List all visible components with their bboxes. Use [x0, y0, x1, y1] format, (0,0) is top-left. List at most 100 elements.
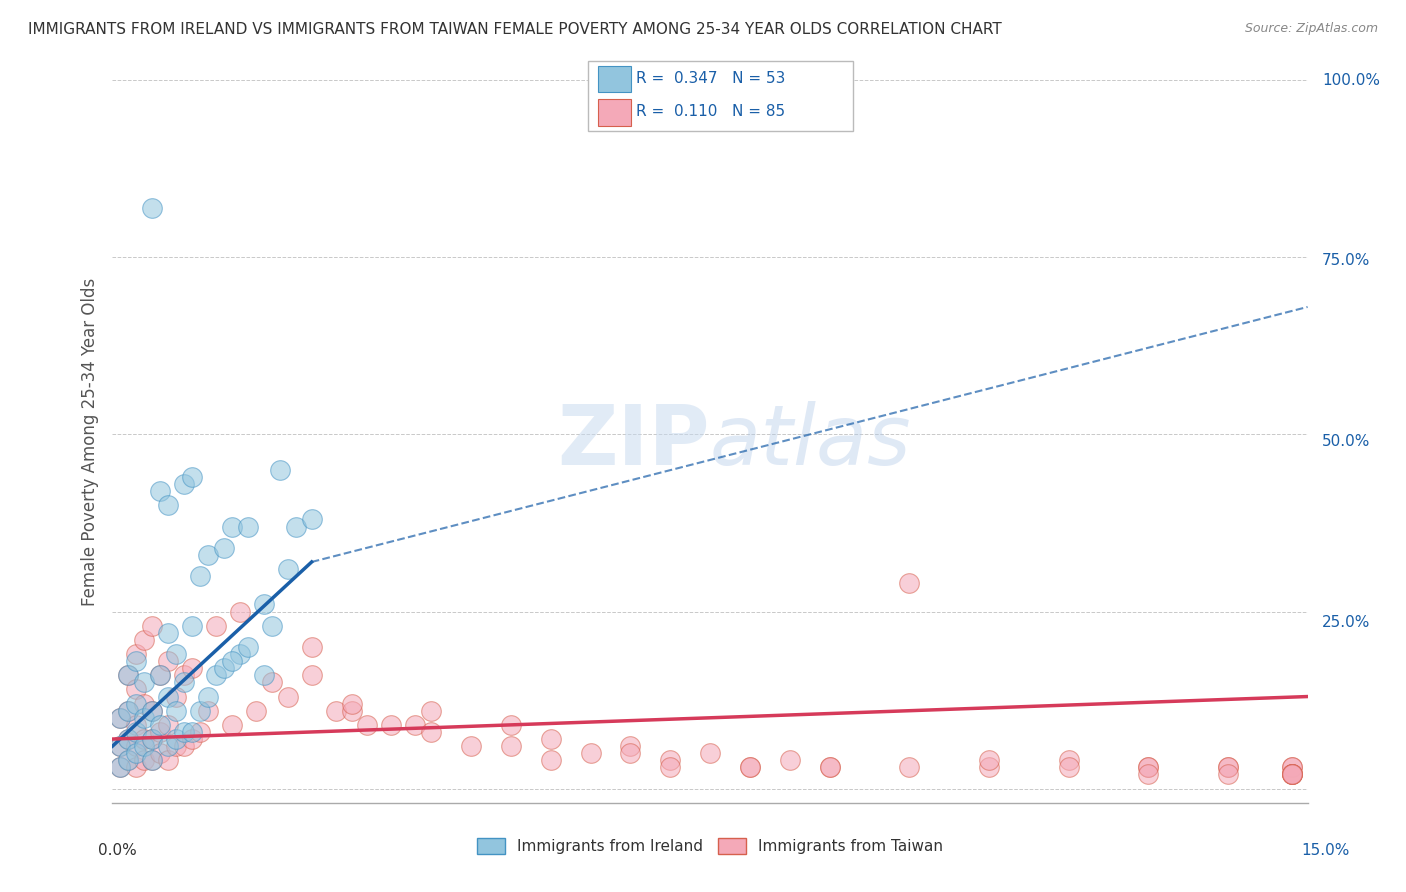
Point — [221, 654, 243, 668]
Point — [173, 675, 195, 690]
Point — [1216, 760, 1239, 774]
Text: R =  0.347   N = 53: R = 0.347 N = 53 — [636, 70, 785, 86]
Text: Source: ZipAtlas.com: Source: ZipAtlas.com — [1244, 22, 1378, 36]
Point — [157, 690, 180, 704]
Point — [1137, 760, 1160, 774]
Point — [181, 732, 204, 747]
Point — [110, 711, 132, 725]
Point — [125, 760, 148, 774]
Point — [1281, 767, 1303, 781]
Point — [977, 760, 1000, 774]
Point — [301, 668, 323, 682]
Point — [157, 498, 180, 512]
Point — [165, 732, 187, 747]
Point — [1216, 760, 1239, 774]
Point — [165, 690, 187, 704]
Point — [619, 739, 641, 753]
Point — [110, 760, 132, 774]
Point — [117, 732, 139, 747]
Point — [197, 548, 219, 562]
Point — [149, 725, 172, 739]
Point — [149, 668, 172, 682]
Point — [325, 704, 347, 718]
Point — [141, 732, 163, 747]
Point — [659, 760, 682, 774]
Point — [134, 632, 156, 647]
Point — [157, 739, 180, 753]
Point — [659, 753, 682, 767]
Text: atlas: atlas — [710, 401, 911, 482]
Point — [134, 732, 156, 747]
Text: 75.0%: 75.0% — [1322, 253, 1371, 268]
Point — [197, 704, 219, 718]
Point — [699, 746, 721, 760]
Point — [181, 661, 204, 675]
Point — [141, 732, 163, 747]
Text: IMMIGRANTS FROM IRELAND VS IMMIGRANTS FROM TAIWAN FEMALE POVERTY AMONG 25-34 YEA: IMMIGRANTS FROM IRELAND VS IMMIGRANTS FR… — [28, 22, 1002, 37]
Point — [205, 618, 228, 632]
Point — [125, 697, 148, 711]
Point — [110, 711, 132, 725]
Point — [141, 704, 163, 718]
Point — [301, 640, 323, 654]
Point — [117, 704, 139, 718]
Point — [125, 746, 148, 760]
Point — [149, 668, 172, 682]
Point — [125, 739, 148, 753]
Point — [340, 697, 363, 711]
Point — [157, 625, 180, 640]
Point — [619, 746, 641, 760]
Point — [818, 760, 841, 774]
Point — [1057, 760, 1080, 774]
Point — [540, 753, 562, 767]
Point — [141, 753, 163, 767]
Point — [117, 753, 139, 767]
Point — [173, 739, 195, 753]
Point — [117, 753, 139, 767]
Point — [499, 718, 522, 732]
Point — [245, 704, 267, 718]
Point — [1281, 760, 1303, 774]
Text: ZIP: ZIP — [558, 401, 710, 482]
Point — [165, 704, 187, 718]
Point — [380, 718, 402, 732]
Point — [188, 704, 211, 718]
Point — [110, 760, 132, 774]
Point — [738, 760, 761, 774]
Point — [460, 739, 482, 753]
Point — [117, 668, 139, 682]
Point — [260, 618, 283, 632]
Point — [173, 477, 195, 491]
Point — [340, 704, 363, 718]
Point — [420, 725, 443, 739]
Point — [157, 654, 180, 668]
Point — [229, 647, 252, 661]
Point — [181, 470, 204, 484]
Point — [173, 725, 195, 739]
Point — [277, 690, 299, 704]
Point — [141, 618, 163, 632]
Legend: Immigrants from Ireland, Immigrants from Taiwan: Immigrants from Ireland, Immigrants from… — [471, 832, 949, 860]
Point — [181, 725, 204, 739]
Point — [157, 718, 180, 732]
Point — [260, 675, 283, 690]
Point — [134, 739, 156, 753]
Point — [977, 753, 1000, 767]
Point — [173, 668, 195, 682]
Point — [125, 725, 148, 739]
Point — [898, 576, 921, 591]
Point — [149, 484, 172, 499]
Point — [212, 541, 235, 555]
Point — [165, 739, 187, 753]
Point — [1281, 767, 1303, 781]
Point — [898, 760, 921, 774]
Point — [110, 739, 132, 753]
Point — [236, 640, 259, 654]
Point — [205, 668, 228, 682]
Point — [110, 739, 132, 753]
Point — [1281, 767, 1303, 781]
Point — [117, 668, 139, 682]
Point — [157, 753, 180, 767]
Text: 0.0%: 0.0% — [98, 843, 138, 858]
Text: 15.0%: 15.0% — [1302, 843, 1350, 858]
